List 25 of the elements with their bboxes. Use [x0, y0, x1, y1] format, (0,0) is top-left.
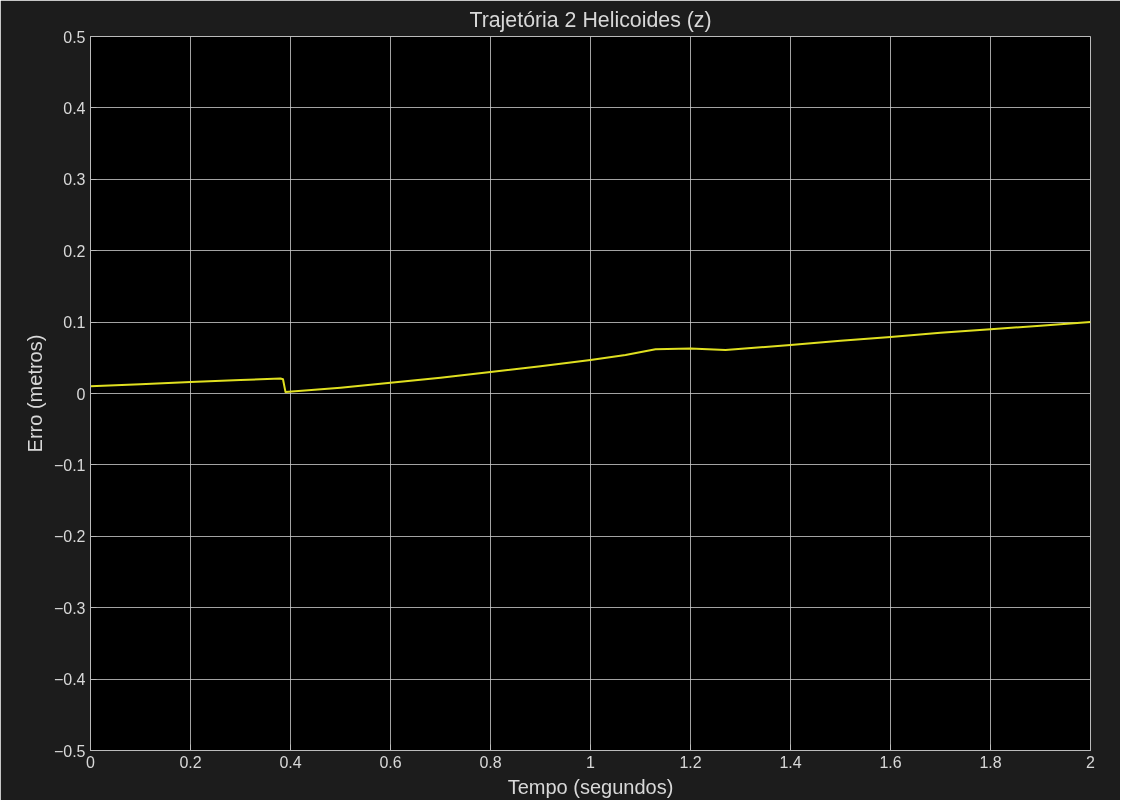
y-tick-label: −0.3 — [53, 599, 86, 617]
x-tick-label: 2 — [1086, 753, 1096, 771]
line-series — [90, 321, 1091, 394]
chart-title: Trajetória 2 Helicoides (z) — [469, 7, 712, 32]
x-axis-title: Tempo (segundos) — [507, 775, 674, 798]
y-tick-label: 0.2 — [63, 242, 86, 260]
x-tick-label: 1.2 — [679, 753, 702, 771]
y-tick-label: 0.5 — [63, 28, 86, 46]
y-tick-label: 0.1 — [63, 314, 86, 332]
x-tick-label: 0.4 — [279, 753, 302, 771]
y-tick-label: −0.1 — [53, 456, 86, 474]
y-tick-label: −0.2 — [53, 528, 86, 546]
x-tick-label: 1.4 — [779, 753, 802, 771]
x-tick-label: 0.6 — [379, 753, 402, 771]
y-tick-label: 0 — [76, 385, 86, 403]
x-tick-label: 1.6 — [879, 753, 902, 771]
x-tick-label: 1 — [586, 753, 596, 771]
x-tick-label: 1.8 — [979, 753, 1002, 771]
y-axis-title: Erro (metros) — [23, 334, 46, 453]
x-tick-label: 0.2 — [179, 753, 202, 771]
x-tick-label: 0.8 — [479, 753, 502, 771]
y-tick-label: −0.5 — [53, 742, 86, 760]
y-tick-label: −0.4 — [53, 671, 86, 689]
y-tick-label: 0.3 — [63, 171, 86, 189]
y-tick-label: 0.4 — [63, 99, 86, 117]
